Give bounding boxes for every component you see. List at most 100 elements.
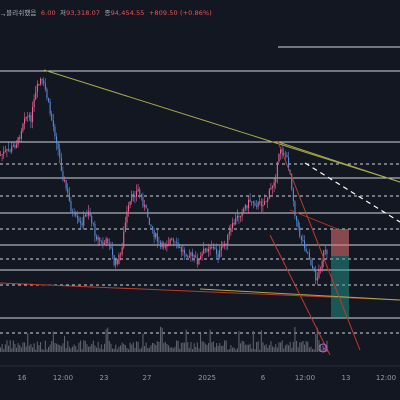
volume-bar <box>134 347 136 352</box>
volume-bar <box>124 345 126 352</box>
clock-icon[interactable] <box>318 343 328 353</box>
candle-body <box>156 233 158 242</box>
volume-bar <box>251 348 253 352</box>
short-risk-box[interactable] <box>331 229 349 256</box>
candle-body <box>96 236 98 240</box>
candle-body <box>147 208 149 218</box>
volume-bar <box>321 349 323 352</box>
candle-body <box>265 201 267 203</box>
candle-body <box>80 221 82 223</box>
candle-body <box>212 247 214 249</box>
volume-bar <box>265 344 267 352</box>
candle-body <box>238 215 240 218</box>
candle-body <box>152 226 154 230</box>
volume-bar <box>193 343 195 352</box>
candle-body <box>52 120 54 127</box>
candle-body <box>267 198 269 202</box>
volume-bar <box>102 349 104 352</box>
volume-bar <box>46 349 48 352</box>
candle-body <box>99 237 101 242</box>
volume-bar <box>204 343 206 352</box>
volume-bar <box>68 346 70 352</box>
candle-body <box>67 188 69 193</box>
volume-bar <box>164 341 166 352</box>
candle-body <box>9 150 11 152</box>
candle-body <box>318 268 320 278</box>
volume-bar <box>147 348 149 352</box>
candle-body <box>59 148 61 158</box>
volume-bar <box>177 340 179 352</box>
candle-body <box>273 182 275 187</box>
volume-bar <box>180 342 182 352</box>
volume-bar <box>169 347 171 352</box>
volume-bar <box>86 344 88 352</box>
candle-body <box>89 211 91 217</box>
candle-body <box>300 236 302 240</box>
candle-body <box>120 254 122 256</box>
volume-bar <box>107 327 109 352</box>
volume-bar <box>243 341 245 352</box>
trendline-bottom[interactable] <box>0 282 400 301</box>
volume-bar <box>132 342 134 352</box>
candle-body <box>187 256 189 258</box>
volume-bar <box>8 345 10 352</box>
volume-bar <box>24 342 26 352</box>
volume-bar <box>249 343 251 352</box>
volume-bar <box>320 344 322 352</box>
time-axis[interactable]: 16 12:00 23 27 2025 6 12:00 13 12:00 <box>18 374 397 382</box>
trendline-right[interactable] <box>277 141 400 183</box>
candle-body <box>123 231 125 248</box>
volume-bar <box>289 341 291 352</box>
volume-bar <box>92 340 94 352</box>
candle-body <box>6 149 8 151</box>
volume-bar <box>254 348 256 352</box>
volume-bar <box>129 342 131 352</box>
volume-bar <box>96 347 98 352</box>
volume-bar <box>112 348 114 352</box>
candle-body <box>35 91 37 100</box>
volume-bar <box>161 327 163 352</box>
candle-body <box>211 247 213 248</box>
candle-body <box>17 137 19 145</box>
candle-body <box>92 223 94 225</box>
candle-body <box>20 131 22 139</box>
candle-body <box>0 154 2 156</box>
volume-bar <box>16 347 18 352</box>
candle-body <box>259 201 261 203</box>
candle-body <box>44 83 46 90</box>
volume-bar <box>232 347 234 352</box>
volume-bar <box>308 347 310 352</box>
volume-bar <box>43 349 45 352</box>
volume-bar <box>64 335 66 352</box>
volume-bar <box>310 346 312 352</box>
volume-bar <box>209 329 211 352</box>
candle-body <box>276 161 278 177</box>
candle-body <box>292 189 294 201</box>
candle-body <box>148 217 150 225</box>
candle-body <box>268 189 270 199</box>
short-target-box[interactable] <box>331 256 349 318</box>
horizontal-levels[interactable] <box>0 46 400 319</box>
channel-line[interactable] <box>277 141 361 351</box>
volume-bar <box>185 329 187 352</box>
candle-body <box>56 136 58 144</box>
volume-bar <box>256 342 258 352</box>
channel-line[interactable] <box>289 209 341 231</box>
volume-bar <box>84 340 86 352</box>
candle-body <box>32 107 34 122</box>
candle-body <box>43 80 45 84</box>
candle-body <box>78 218 80 222</box>
volume-bar <box>126 347 128 352</box>
candlesticks[interactable] <box>0 77 328 286</box>
channel-line[interactable] <box>269 234 331 356</box>
projection-dashed[interactable] <box>304 162 400 223</box>
candle-body <box>54 126 56 137</box>
candle-body <box>244 205 246 209</box>
volume-bar <box>288 345 290 352</box>
volume-bar <box>78 342 80 352</box>
volume-bar <box>163 342 165 352</box>
trendline-upper[interactable] <box>43 69 400 183</box>
candle-body <box>8 149 10 151</box>
candle-body <box>51 113 53 121</box>
